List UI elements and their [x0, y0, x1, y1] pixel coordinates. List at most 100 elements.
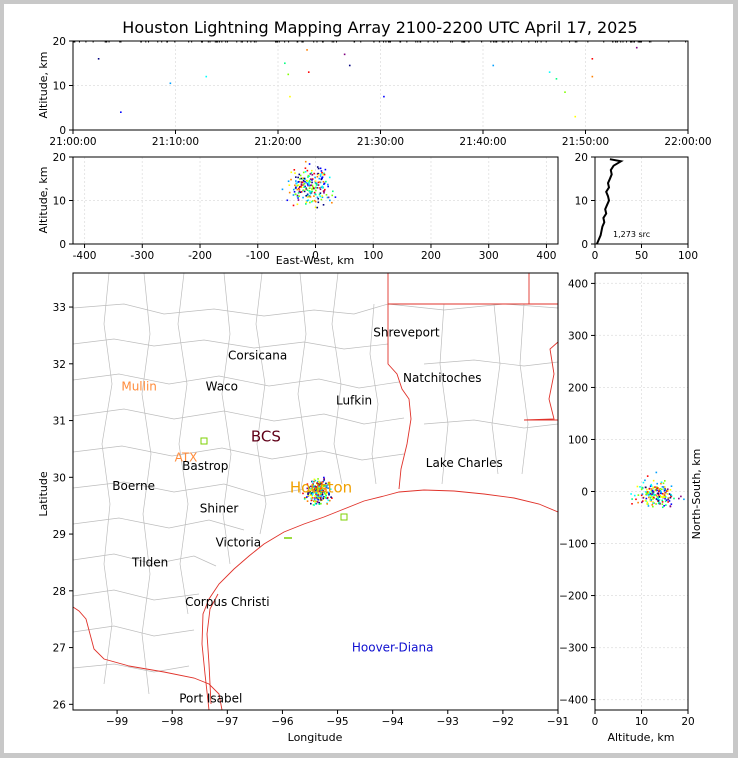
altitude-ew-point [297, 176, 299, 179]
plan-view-point [309, 490, 311, 493]
north-south-point [656, 486, 658, 488]
north-south-point [670, 495, 672, 498]
altitude-time-point [637, 41, 639, 43]
plan-view-point [314, 502, 317, 505]
plan-view-point [318, 487, 321, 490]
map-xtick-label: −98 [161, 716, 183, 728]
plan-view-point [329, 488, 332, 491]
north-south-ticks: 0 10 20 −400 −300 −200 −100 0 100 200 300 400 [559, 278, 695, 728]
altitude-ew-point [314, 180, 317, 182]
map-ytick-label: 28 [53, 586, 66, 598]
altitude-ew-point [306, 200, 309, 202]
altitude-time-point [250, 41, 252, 43]
altitude-time-point [508, 41, 510, 43]
plan-view-points [302, 476, 333, 507]
altitude-ew-point [305, 188, 308, 190]
altitude-time-point [353, 41, 355, 43]
altitude-time-point [306, 49, 308, 51]
plan-view-point [317, 484, 320, 486]
altitude-time-ytick-label: 0 [59, 125, 66, 137]
mexico-border [73, 606, 223, 710]
altitude-ew-point [281, 188, 284, 191]
altitude-time-panel: 21:00:00 21:10:00 21:20:00 21:30:00 21:40:00… [37, 36, 712, 148]
north-south-point [657, 494, 660, 496]
altitude-time-point [140, 41, 142, 43]
north-south-point [637, 501, 639, 504]
histogram-xtick-label: 50 [635, 250, 648, 262]
north-south-point [660, 481, 663, 484]
altitude-ew-point [316, 186, 319, 189]
north-south-point [680, 495, 682, 498]
altitude-ew-point [334, 196, 337, 198]
north-south-point [637, 494, 640, 496]
plan-view-point [327, 487, 330, 490]
altitude-time-point [217, 41, 219, 43]
altitude-ew-point [318, 181, 321, 183]
altitude-time-point [569, 41, 571, 43]
altitude-time-ytick-label: 20 [53, 36, 66, 48]
plan-view-point [327, 481, 330, 484]
plan-view-point [312, 490, 314, 492]
altitude-ew-point [314, 182, 317, 185]
plan-view-point [312, 489, 315, 491]
altitude-ew-point [297, 197, 299, 199]
altitude-time-point [638, 41, 640, 43]
plan-view-point [308, 487, 311, 490]
altitude-time-point [191, 41, 193, 43]
altitude-time-ticks: 21:00:00 21:10:00 21:20:00 21:30:00 21:40:00… [49, 36, 711, 148]
altitude-time-point [614, 41, 616, 43]
altitude-time-point [415, 41, 417, 43]
plan-view-point [320, 483, 323, 485]
plan-view-point [307, 494, 310, 497]
north-south-point [661, 506, 664, 509]
altitude-ew-point [304, 160, 307, 163]
altitude-time-point [388, 41, 390, 43]
altitude-ew-point [319, 167, 322, 170]
plan-view-point [320, 491, 322, 494]
north-south-point [652, 491, 655, 493]
plan-view-point [317, 480, 319, 483]
north-south-ytick-label: 200 [568, 382, 588, 394]
plan-view-point [319, 494, 322, 497]
north-south-point [661, 496, 664, 499]
altitude-ew-point [327, 196, 330, 199]
altitude-ew-point [318, 193, 321, 196]
altitude-ew-point [295, 180, 297, 182]
altitude-ew-point [299, 178, 301, 180]
map-xtick-label: −97 [216, 716, 238, 728]
plan-view-point [314, 488, 316, 490]
plan-view-point [310, 499, 313, 502]
altitude-ew-point [332, 190, 334, 193]
map-ticks: −99 −98 −97 −96 −95 −94 −93 −92 −91 26 27 28 29 30 31 3… [53, 302, 569, 728]
north-south-points [630, 471, 685, 509]
north-south-point [661, 501, 664, 503]
altitude-time-point [406, 41, 408, 43]
altitude-time-point [640, 41, 642, 43]
altitude-time-point [536, 41, 538, 43]
city-label: Shreveport [373, 326, 440, 340]
plan-view-point [315, 496, 318, 499]
plan-view-point [319, 483, 322, 485]
plan-view-point [313, 498, 316, 501]
north-south-point [654, 494, 657, 496]
plan-view-point [317, 487, 320, 490]
altitude-time-point [289, 95, 291, 98]
altitude-ew-point [309, 173, 312, 175]
histogram-xtick-label: 0 [592, 250, 599, 262]
altitude-ew-point [316, 166, 319, 168]
north-south-point [649, 493, 651, 495]
north-south-point [670, 493, 672, 496]
map-xlabel: Longitude [288, 731, 343, 744]
altitude-ew-point [294, 184, 296, 187]
altitude-ew-point [317, 167, 320, 170]
north-south-point [655, 471, 658, 474]
plan-view-point [324, 493, 327, 496]
north-south-point [673, 497, 675, 500]
plan-view-point [326, 503, 329, 505]
altitude-ew-point [308, 183, 310, 185]
plan-view-point [330, 496, 332, 498]
histogram-ytick-label: 20 [575, 152, 588, 164]
north-south-point [657, 500, 660, 502]
altitude-time-point [169, 82, 172, 85]
altitude-ew-point [304, 167, 307, 170]
